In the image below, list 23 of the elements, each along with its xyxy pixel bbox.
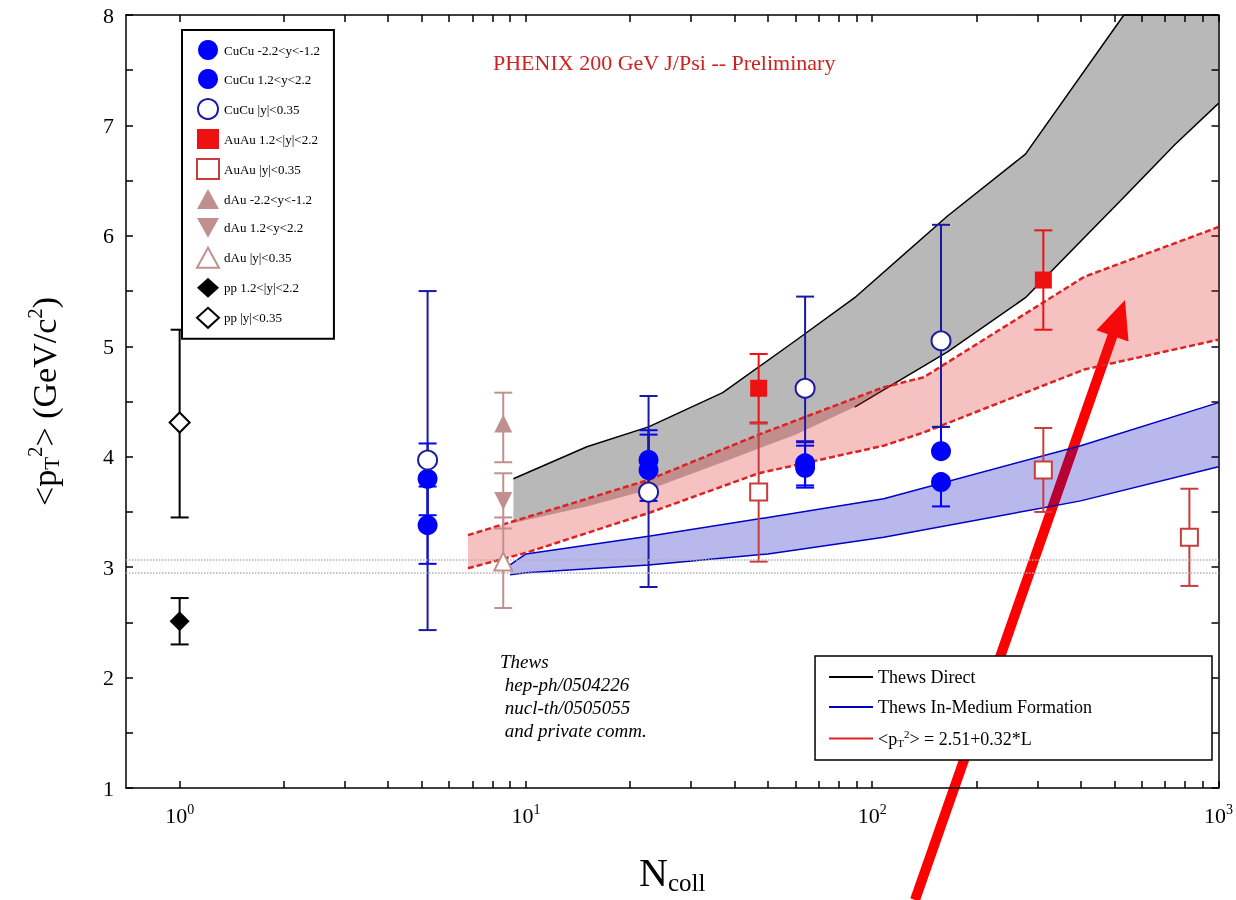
legend-label: dAu |y|<0.35 xyxy=(224,250,292,266)
legend-label: dAu -2.2<y<-1.2 xyxy=(224,191,312,207)
legend-label: AuAu 1.2<|y|<2.2 xyxy=(224,131,318,147)
legend-label: pp 1.2<|y|<2.2 xyxy=(224,280,300,296)
y-tick-label: 6 xyxy=(103,223,114,249)
y-tick-label: 7 xyxy=(103,112,114,138)
y-tick-label: 4 xyxy=(103,444,114,470)
legend-label: pp |y|<0.35 xyxy=(224,310,283,326)
y-tick-label: 1 xyxy=(103,775,114,801)
y-tick-label: 8 xyxy=(103,2,114,28)
legend-label: dAu 1.2<y<2.2 xyxy=(224,220,304,236)
legend-label: CuCu 1.2<y<2.2 xyxy=(224,71,312,87)
legend-label: CuCu -2.2<y<-1.2 xyxy=(224,42,320,58)
legend-label: CuCu |y|<0.35 xyxy=(224,101,300,117)
y-tick-label: 3 xyxy=(103,554,114,580)
y-tick-label: 2 xyxy=(103,665,114,691)
legend-label: Thews In-Medium Formation xyxy=(878,697,1093,717)
legend-label: AuAu |y|<0.35 xyxy=(224,161,301,177)
legend-label: Thews Direct xyxy=(878,667,976,687)
text: PHENIX 200 GeV J/Psi -- Preliminary xyxy=(493,49,836,75)
y-tick-label: 5 xyxy=(103,333,114,359)
annotation: Thews hep-ph/0504226 nucl-th/0505055 and private comm. xyxy=(500,651,647,741)
y-axis-title: <pT2> (GeV/c2) xyxy=(22,296,64,507)
